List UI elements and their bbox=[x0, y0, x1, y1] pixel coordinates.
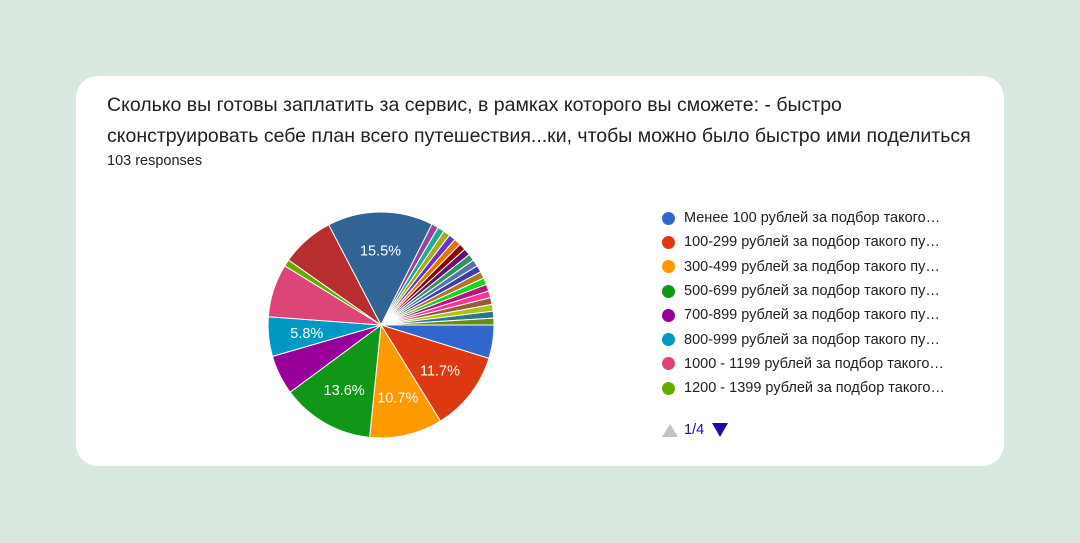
legend-pagination: 1/4 bbox=[662, 422, 729, 438]
question-title: Сколько вы готовы заплатить за сервис, в… bbox=[107, 94, 971, 147]
legend-color-dot bbox=[662, 235, 675, 249]
pie-slice[interactable] bbox=[369, 323, 442, 439]
pie-slice[interactable] bbox=[379, 324, 490, 422]
legend-item[interactable]: 100-299 рублей за подбор такого пу… bbox=[662, 230, 962, 254]
legend-color-dot bbox=[662, 357, 675, 371]
legend-label: 1000 - 1199 рублей за подбор такого… bbox=[684, 355, 944, 372]
legend-color-dot bbox=[662, 381, 675, 395]
page-up-icon[interactable] bbox=[662, 423, 678, 437]
legend-label: 500-699 рублей за подбор такого пу… bbox=[684, 283, 940, 300]
legend-label: 700-899 рублей за подбор такого пу… bbox=[684, 307, 940, 324]
legend-label: 1200 - 1399 рублей за подбор такого… bbox=[684, 380, 945, 397]
legend-item[interactable]: 700-899 рублей за подбор такого пу… bbox=[662, 303, 962, 327]
legend-item[interactable]: 1200 - 1399 рублей за подбор такого… bbox=[662, 376, 962, 400]
legend-label: 100-299 рублей за подбор такого пу… bbox=[684, 234, 940, 251]
pie-slice-label: 15.5% bbox=[360, 243, 401, 259]
pie-slice[interactable] bbox=[380, 317, 495, 326]
legend-label: 800-999 рублей за подбор такого пу… bbox=[684, 331, 940, 348]
legend-color-dot bbox=[662, 333, 675, 347]
legend-label: Менее 100 рублей за подбор такого… bbox=[684, 210, 941, 227]
pie-chart: 11.7%10.7% 13.6% 5.8% 15.5% bbox=[267, 211, 495, 439]
chart-legend: Менее 100 рублей за подбор такого… 100-2… bbox=[662, 206, 962, 400]
legend-item[interactable]: 1000 - 1199 рублей за подбор такого… bbox=[662, 352, 962, 376]
pie-slice-label: 10.7% bbox=[377, 391, 418, 407]
legend-item[interactable]: Менее 100 рублей за подбор такого… bbox=[662, 206, 962, 230]
pie-slice[interactable] bbox=[328, 211, 433, 327]
pie-slice-label: 11.7% bbox=[420, 364, 460, 380]
legend-item[interactable]: 300-499 рублей за подбор такого пу… bbox=[662, 255, 962, 279]
legend-item[interactable]: 800-999 рублей за подбор такого пу… bbox=[662, 327, 962, 351]
legend-color-dot bbox=[662, 260, 675, 274]
chart-card: Сколько вы готовы заплатить за сервис, в… bbox=[76, 76, 1004, 466]
pie-slice-label: 13.6% bbox=[324, 383, 365, 399]
pie-slice[interactable] bbox=[289, 323, 382, 438]
response-count: 103 responses bbox=[107, 153, 203, 169]
page-down-icon[interactable] bbox=[712, 423, 729, 437]
legend-item[interactable]: 500-699 рублей за подбор такого пу… bbox=[662, 279, 962, 303]
pie-slice-label: 5.8% bbox=[290, 326, 323, 342]
legend-color-dot bbox=[662, 284, 675, 298]
legend-color-dot bbox=[662, 308, 675, 322]
legend-label: 300-499 рублей за подбор такого пу… bbox=[684, 258, 940, 275]
page-indicator: 1/4 bbox=[684, 422, 705, 438]
legend-color-dot bbox=[662, 211, 675, 225]
